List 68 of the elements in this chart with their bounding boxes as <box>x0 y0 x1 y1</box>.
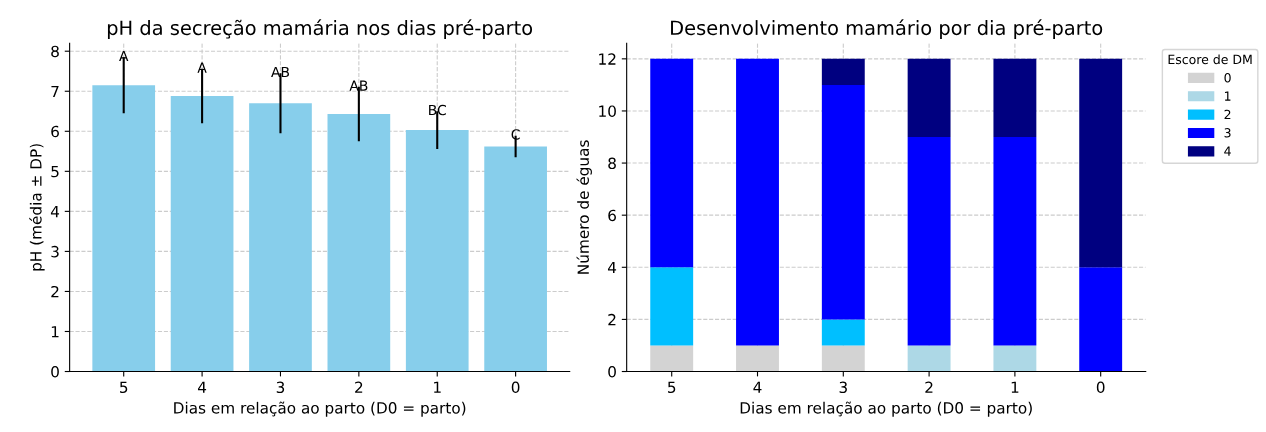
x-tick-label: 5 <box>668 381 676 394</box>
bar <box>907 58 951 138</box>
annotation: AB <box>271 66 290 78</box>
x-tick-label: 4 <box>197 381 207 393</box>
bar <box>484 146 547 372</box>
x-tick-label: 0 <box>511 381 520 394</box>
x-tick-label: 2 <box>925 381 933 393</box>
bar <box>650 58 694 268</box>
legend-label: 1 <box>1224 91 1231 101</box>
y-tick-label: 0 <box>51 365 59 378</box>
bar <box>993 137 1037 346</box>
y-tick-label: 2 <box>51 285 59 298</box>
bar <box>249 103 312 372</box>
bar <box>650 345 694 372</box>
legend-label: 4 <box>1224 146 1231 156</box>
bar <box>907 137 951 346</box>
y-tick-label: 10 <box>599 105 616 117</box>
bar <box>650 267 694 346</box>
annotation: A <box>197 62 207 73</box>
annotation: AB <box>349 80 368 91</box>
x-tick-label: 2 <box>355 381 363 393</box>
x-tick-label: 1 <box>434 381 441 393</box>
legend-label: 0 <box>1224 73 1231 83</box>
y-tick-label: 1 <box>51 326 59 338</box>
y-tick-label: 5 <box>51 165 59 178</box>
bar <box>821 319 865 346</box>
x-tick-label: 5 <box>120 381 128 394</box>
bar <box>907 345 951 372</box>
bar <box>821 345 865 372</box>
bar <box>1079 58 1123 268</box>
legend-label: 2 <box>1224 109 1231 119</box>
legend-title: Escore de DM <box>1168 54 1252 65</box>
y-tick-label: 6 <box>51 125 59 138</box>
bar <box>405 130 469 372</box>
bar <box>170 96 234 372</box>
bar <box>92 85 156 372</box>
bar <box>736 58 779 346</box>
x-tick-label: 1 <box>1011 381 1019 393</box>
y-tick-label: 8 <box>51 45 59 58</box>
bar <box>327 114 391 372</box>
y-axis-title: Número de éguas <box>576 140 592 274</box>
annotation: A <box>119 50 129 62</box>
y-tick-label: 8 <box>608 157 616 170</box>
chart-title: pH da secreção mamária nos dias pré-parto <box>107 19 533 39</box>
y-tick-label: 7 <box>51 85 59 98</box>
y-tick-label: 6 <box>608 209 616 222</box>
y-tick-label: 2 <box>608 313 616 326</box>
bar <box>821 84 865 320</box>
chart-title: Desenvolvimento mamário por dia pré-parto <box>671 19 1103 39</box>
y-axis-title: pH (média ± DP) <box>29 144 45 271</box>
annotation: BC <box>429 104 446 116</box>
y-tick-label: 4 <box>50 206 60 218</box>
y-tick-label: 3 <box>51 245 59 258</box>
x-axis-title: Dias em relação ao parto (D0 = parto) <box>740 401 1032 417</box>
bar <box>993 58 1037 138</box>
legend-label: 3 <box>1224 128 1231 138</box>
bar <box>736 345 779 372</box>
x-tick-label: 3 <box>276 381 285 394</box>
y-tick-label: 12 <box>599 53 616 65</box>
bar <box>821 58 865 85</box>
x-axis-title: Dias em relação ao parto (D0 = parto) <box>174 401 466 417</box>
x-tick-label: 3 <box>839 381 847 394</box>
y-tick-label: 0 <box>608 365 616 378</box>
x-tick-label: 0 <box>1096 381 1105 394</box>
bar <box>1079 267 1123 372</box>
bar <box>993 345 1037 372</box>
y-tick-label: 4 <box>607 261 617 274</box>
x-tick-label: 4 <box>753 381 762 393</box>
